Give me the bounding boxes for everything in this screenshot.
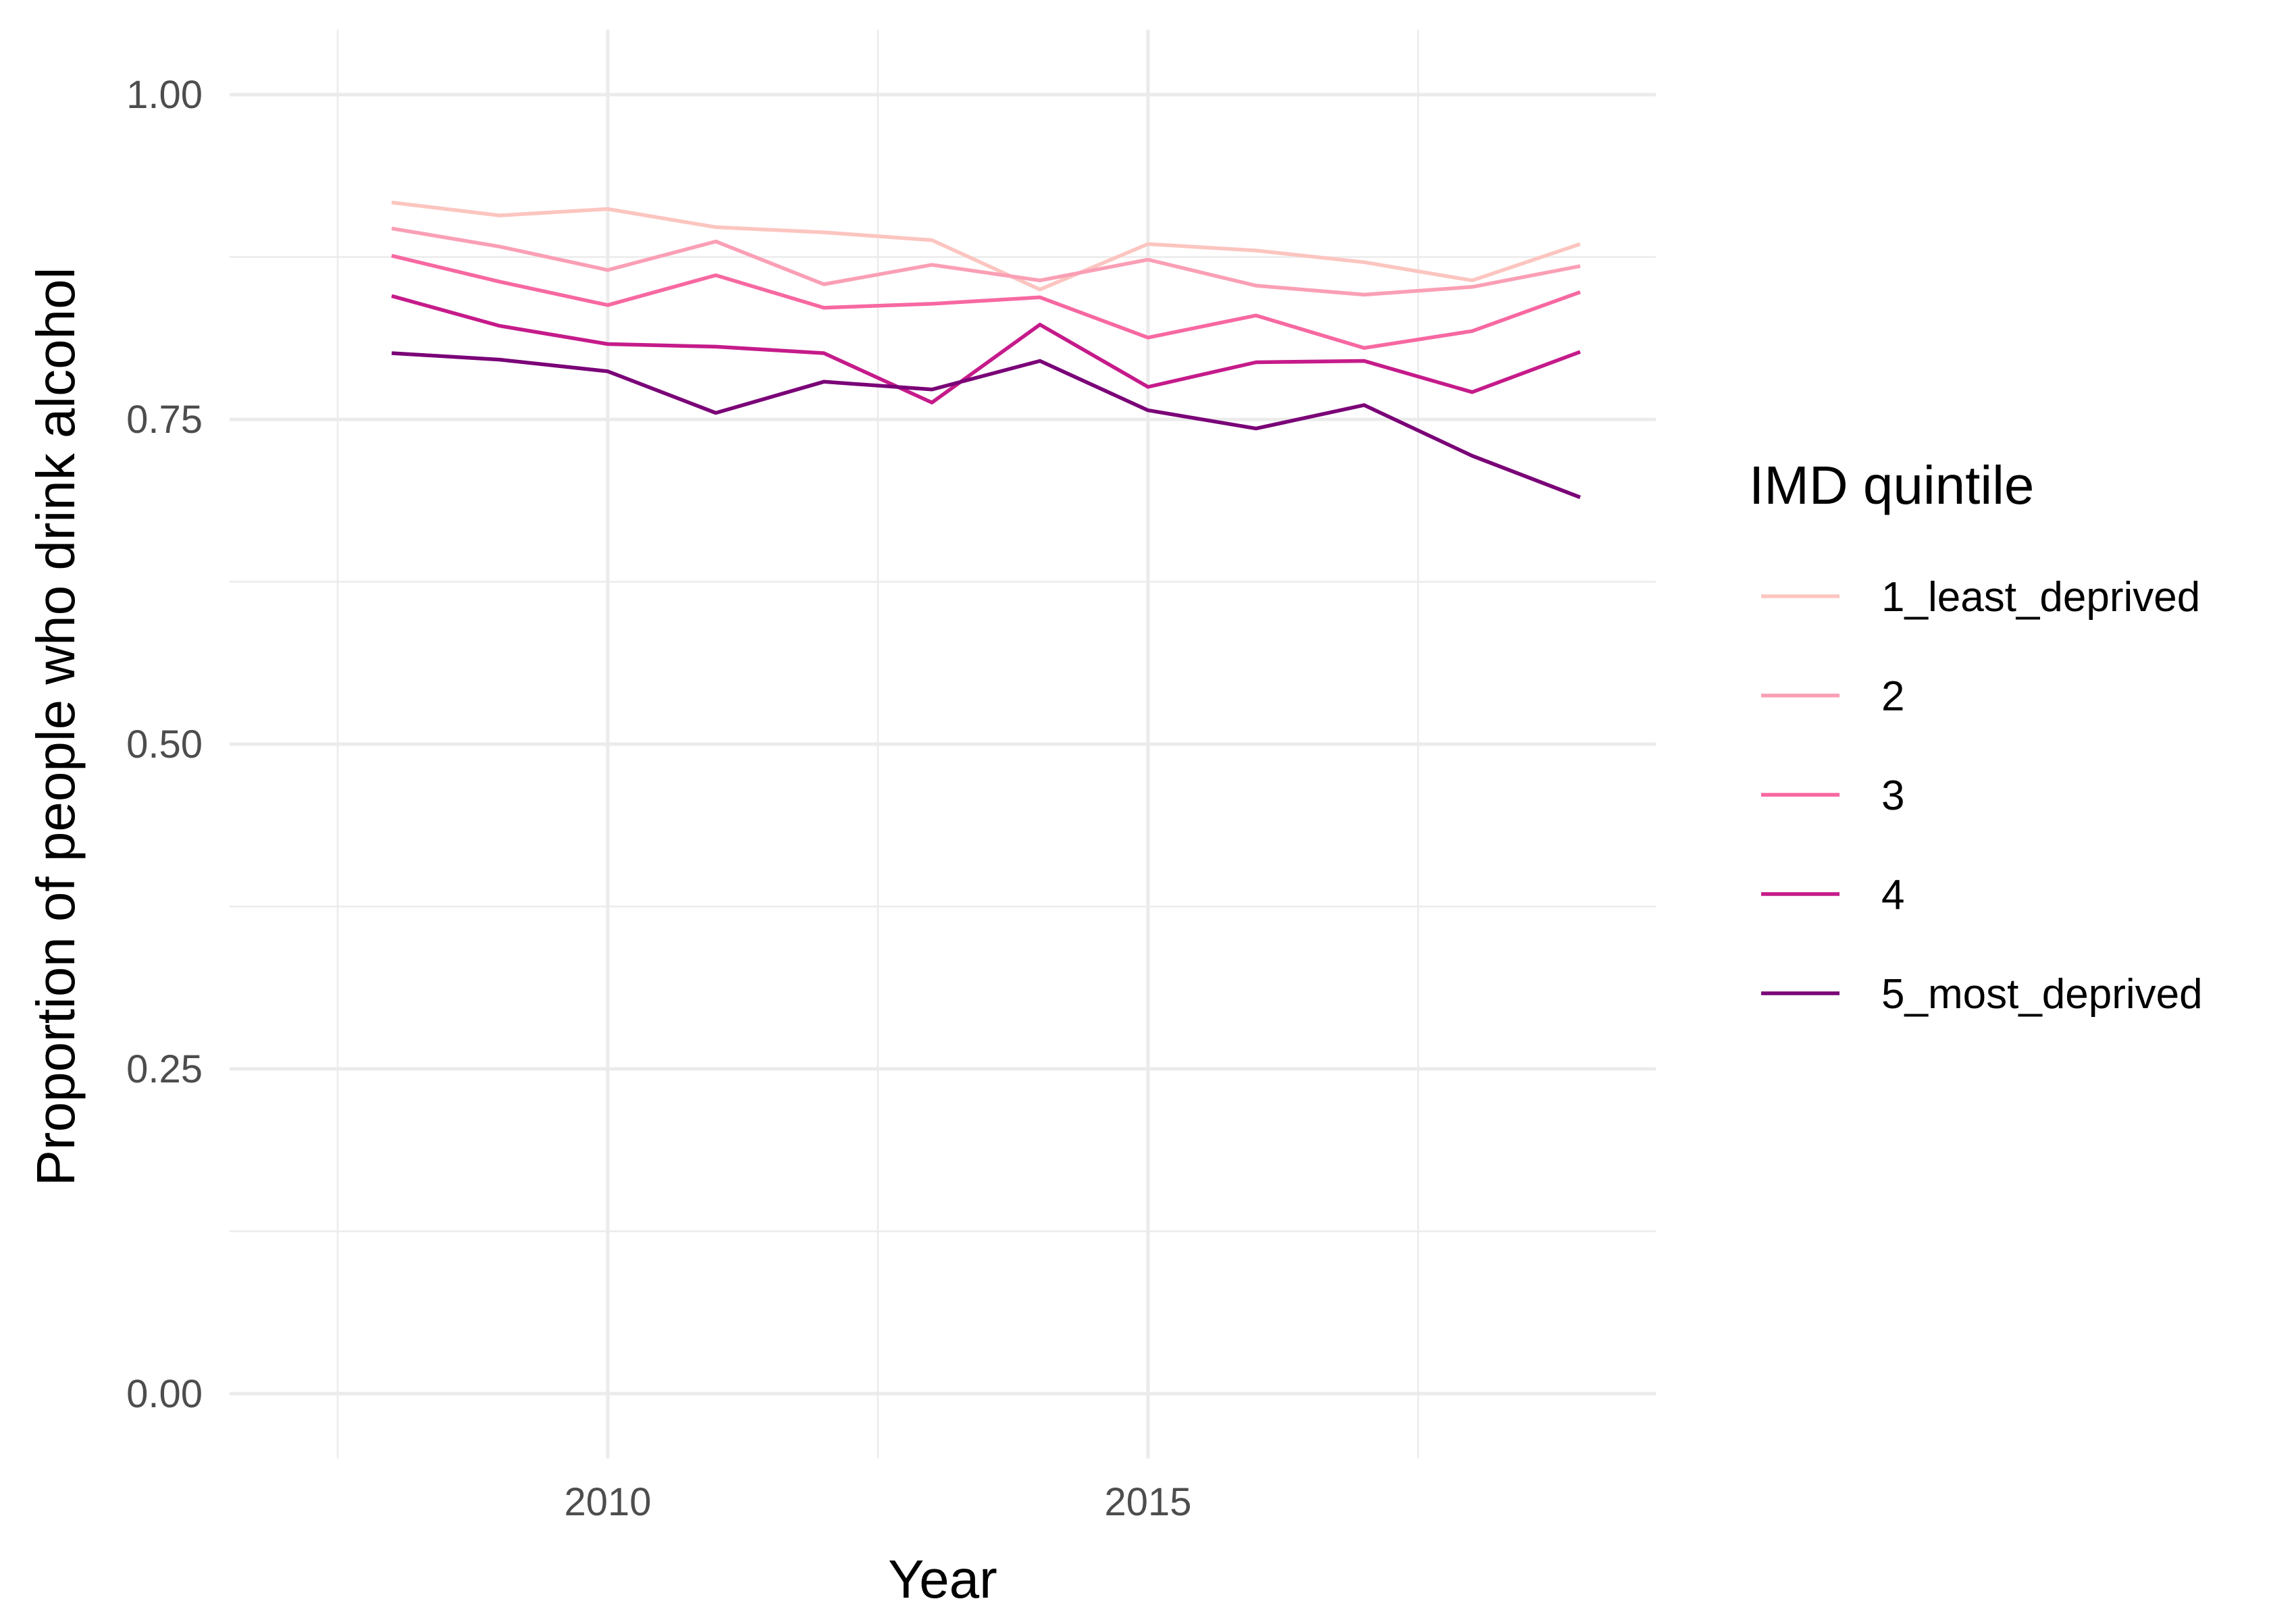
series-line-1 [391,201,1581,292]
legend-label-4: 4 [1881,872,1904,918]
legend-items: 1_least_deprived 2 3 4 5_most_deprived [1761,574,2203,1018]
y-tick-label: 0.00 [126,1372,203,1416]
y-tick-label: 0.25 [126,1047,203,1091]
series-line-3 [391,254,1581,350]
x-tick-label: 2015 [1104,1480,1191,1524]
y-tick-label: 0.50 [126,723,203,766]
tick-label-layer: 0.00 0.25 0.50 0.75 1.00 2010 2015 [126,73,1191,1524]
legend-label-5: 5_most_deprived [1881,971,2203,1018]
legend-label-2: 2 [1881,673,1904,720]
x-tick-label: 2010 [564,1480,651,1524]
legend: IMD quintile 1_least_deprived 2 3 4 5_most_d… [1749,455,2203,1018]
legend-title: IMD quintile [1749,455,2034,515]
legend-label-3: 3 [1881,772,1904,819]
y-tick-label: 1.00 [126,73,203,117]
series-line-4 [391,294,1581,404]
y-axis-title: Proportion of people who drink alcohol [26,267,86,1186]
x-axis-title: Year [888,1549,997,1609]
series-line-2 [391,226,1581,297]
y-tick-label: 0.75 [126,398,203,442]
series-layer [391,201,1581,500]
grid-layer [230,30,1656,1459]
series-line-5 [391,351,1581,500]
legend-label-1: 1_least_deprived [1881,574,2200,621]
